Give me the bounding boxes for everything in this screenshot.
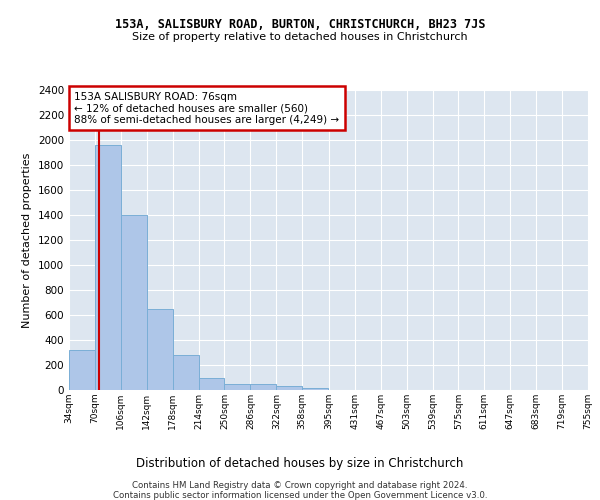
Text: 153A SALISBURY ROAD: 76sqm
← 12% of detached houses are smaller (560)
88% of sem: 153A SALISBURY ROAD: 76sqm ← 12% of deta…: [74, 92, 340, 124]
Bar: [121, 215, 147, 390]
Bar: [302, 388, 328, 390]
Bar: [173, 355, 199, 390]
Text: 153A, SALISBURY ROAD, BURTON, CHRISTCHURCH, BH23 7JS: 153A, SALISBURY ROAD, BURTON, CHRISTCHUR…: [115, 18, 485, 30]
Text: Contains public sector information licensed under the Open Government Licence v3: Contains public sector information licen…: [113, 491, 487, 500]
Text: Distribution of detached houses by size in Christchurch: Distribution of detached houses by size …: [136, 458, 464, 470]
Text: Contains HM Land Registry data © Crown copyright and database right 2024.: Contains HM Land Registry data © Crown c…: [132, 481, 468, 490]
Bar: [95, 145, 121, 390]
Bar: [69, 350, 95, 390]
Bar: [199, 378, 224, 390]
Bar: [250, 384, 277, 390]
Bar: [147, 308, 173, 390]
Bar: [224, 384, 250, 390]
Bar: [277, 386, 302, 390]
Y-axis label: Number of detached properties: Number of detached properties: [22, 152, 32, 328]
Text: Size of property relative to detached houses in Christchurch: Size of property relative to detached ho…: [132, 32, 468, 42]
